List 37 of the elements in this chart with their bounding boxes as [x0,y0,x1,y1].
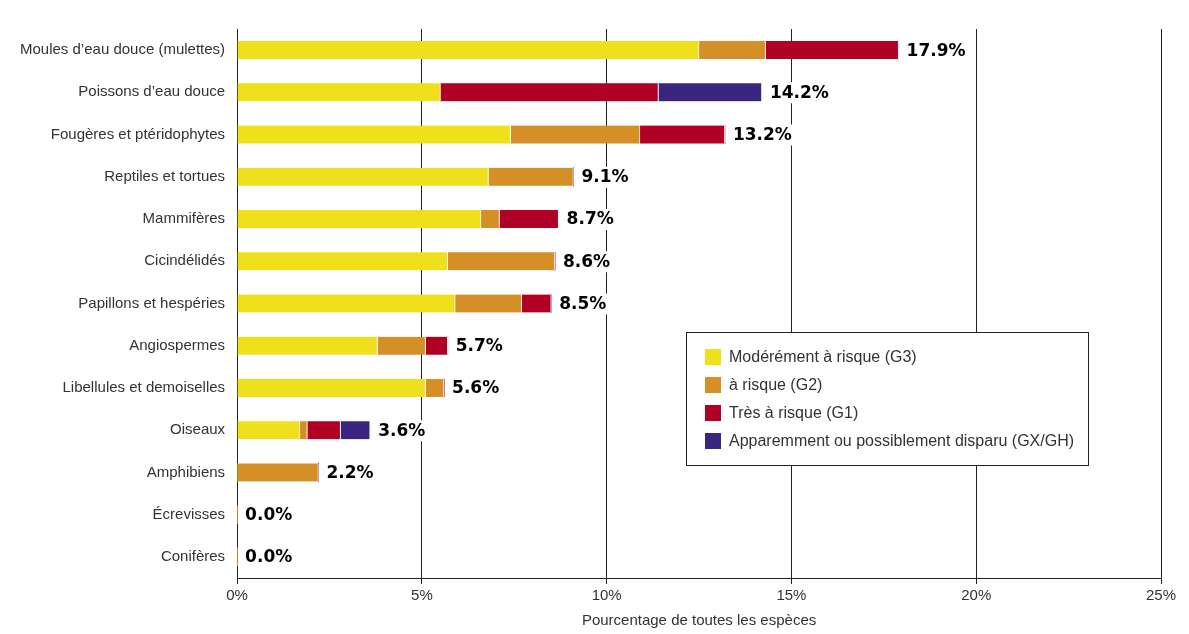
x-tick-label: 15% [776,586,807,604]
y-tick-label: Moules d’eau douce (mulettes) [20,40,226,58]
total-label: 0.0% [245,546,293,567]
y-tick-label: Écrevisses [152,504,226,522]
total-label: 8.7% [566,208,614,229]
total-label: 0.0% [245,504,293,525]
y-tick-label: Angiospermes [129,335,226,353]
legend-label: Apparemment ou possiblement disparu (GX/GH) [729,432,1075,450]
y-tick-label: Papillons et hespéries [78,293,226,311]
total-label: 8.5% [559,292,607,313]
y-tick-label: Fougères et ptéridophytes [50,124,226,142]
y-tick-label: Amphibiens [146,462,226,480]
total-label: 2.2% [326,461,374,482]
total-label: 13.2% [732,124,792,144]
legend-label: Modérément à risque (G3) [729,348,917,366]
y-tick-label: Libellules et demoiselles [62,378,226,396]
y-tick-label: Reptiles et tortues [104,166,226,184]
total-label: 5.6% [452,377,500,398]
x-axis-title: Pourcentage de toutes les espèces [581,611,817,629]
y-tick-label: Cicindélidés [144,251,226,269]
y-tick-label: Oiseaux [170,420,226,438]
total-label: 9.1% [581,166,629,187]
x-tick-label: 25% [1145,586,1177,604]
y-tick-label: Conifères [160,547,226,565]
total-label: 17.9% [906,39,966,60]
y-tick-label: Mammifères [142,209,226,227]
x-tick-label: 20% [961,586,992,604]
legend-label: Très à risque (G1) [729,404,859,422]
total-label: 5.7% [455,335,503,356]
total-label: 14.2% [769,81,829,102]
x-tick-label: 10% [591,586,622,604]
total-label: 8.6% [562,250,611,271]
x-tick-label: 5% [411,586,433,604]
y-tick-label: Poissons d’eau douce [78,82,226,100]
legend-label: à risque (G2) [729,376,823,394]
x-tick-label: 0% [226,586,248,604]
total-label: 3.6% [378,419,426,440]
